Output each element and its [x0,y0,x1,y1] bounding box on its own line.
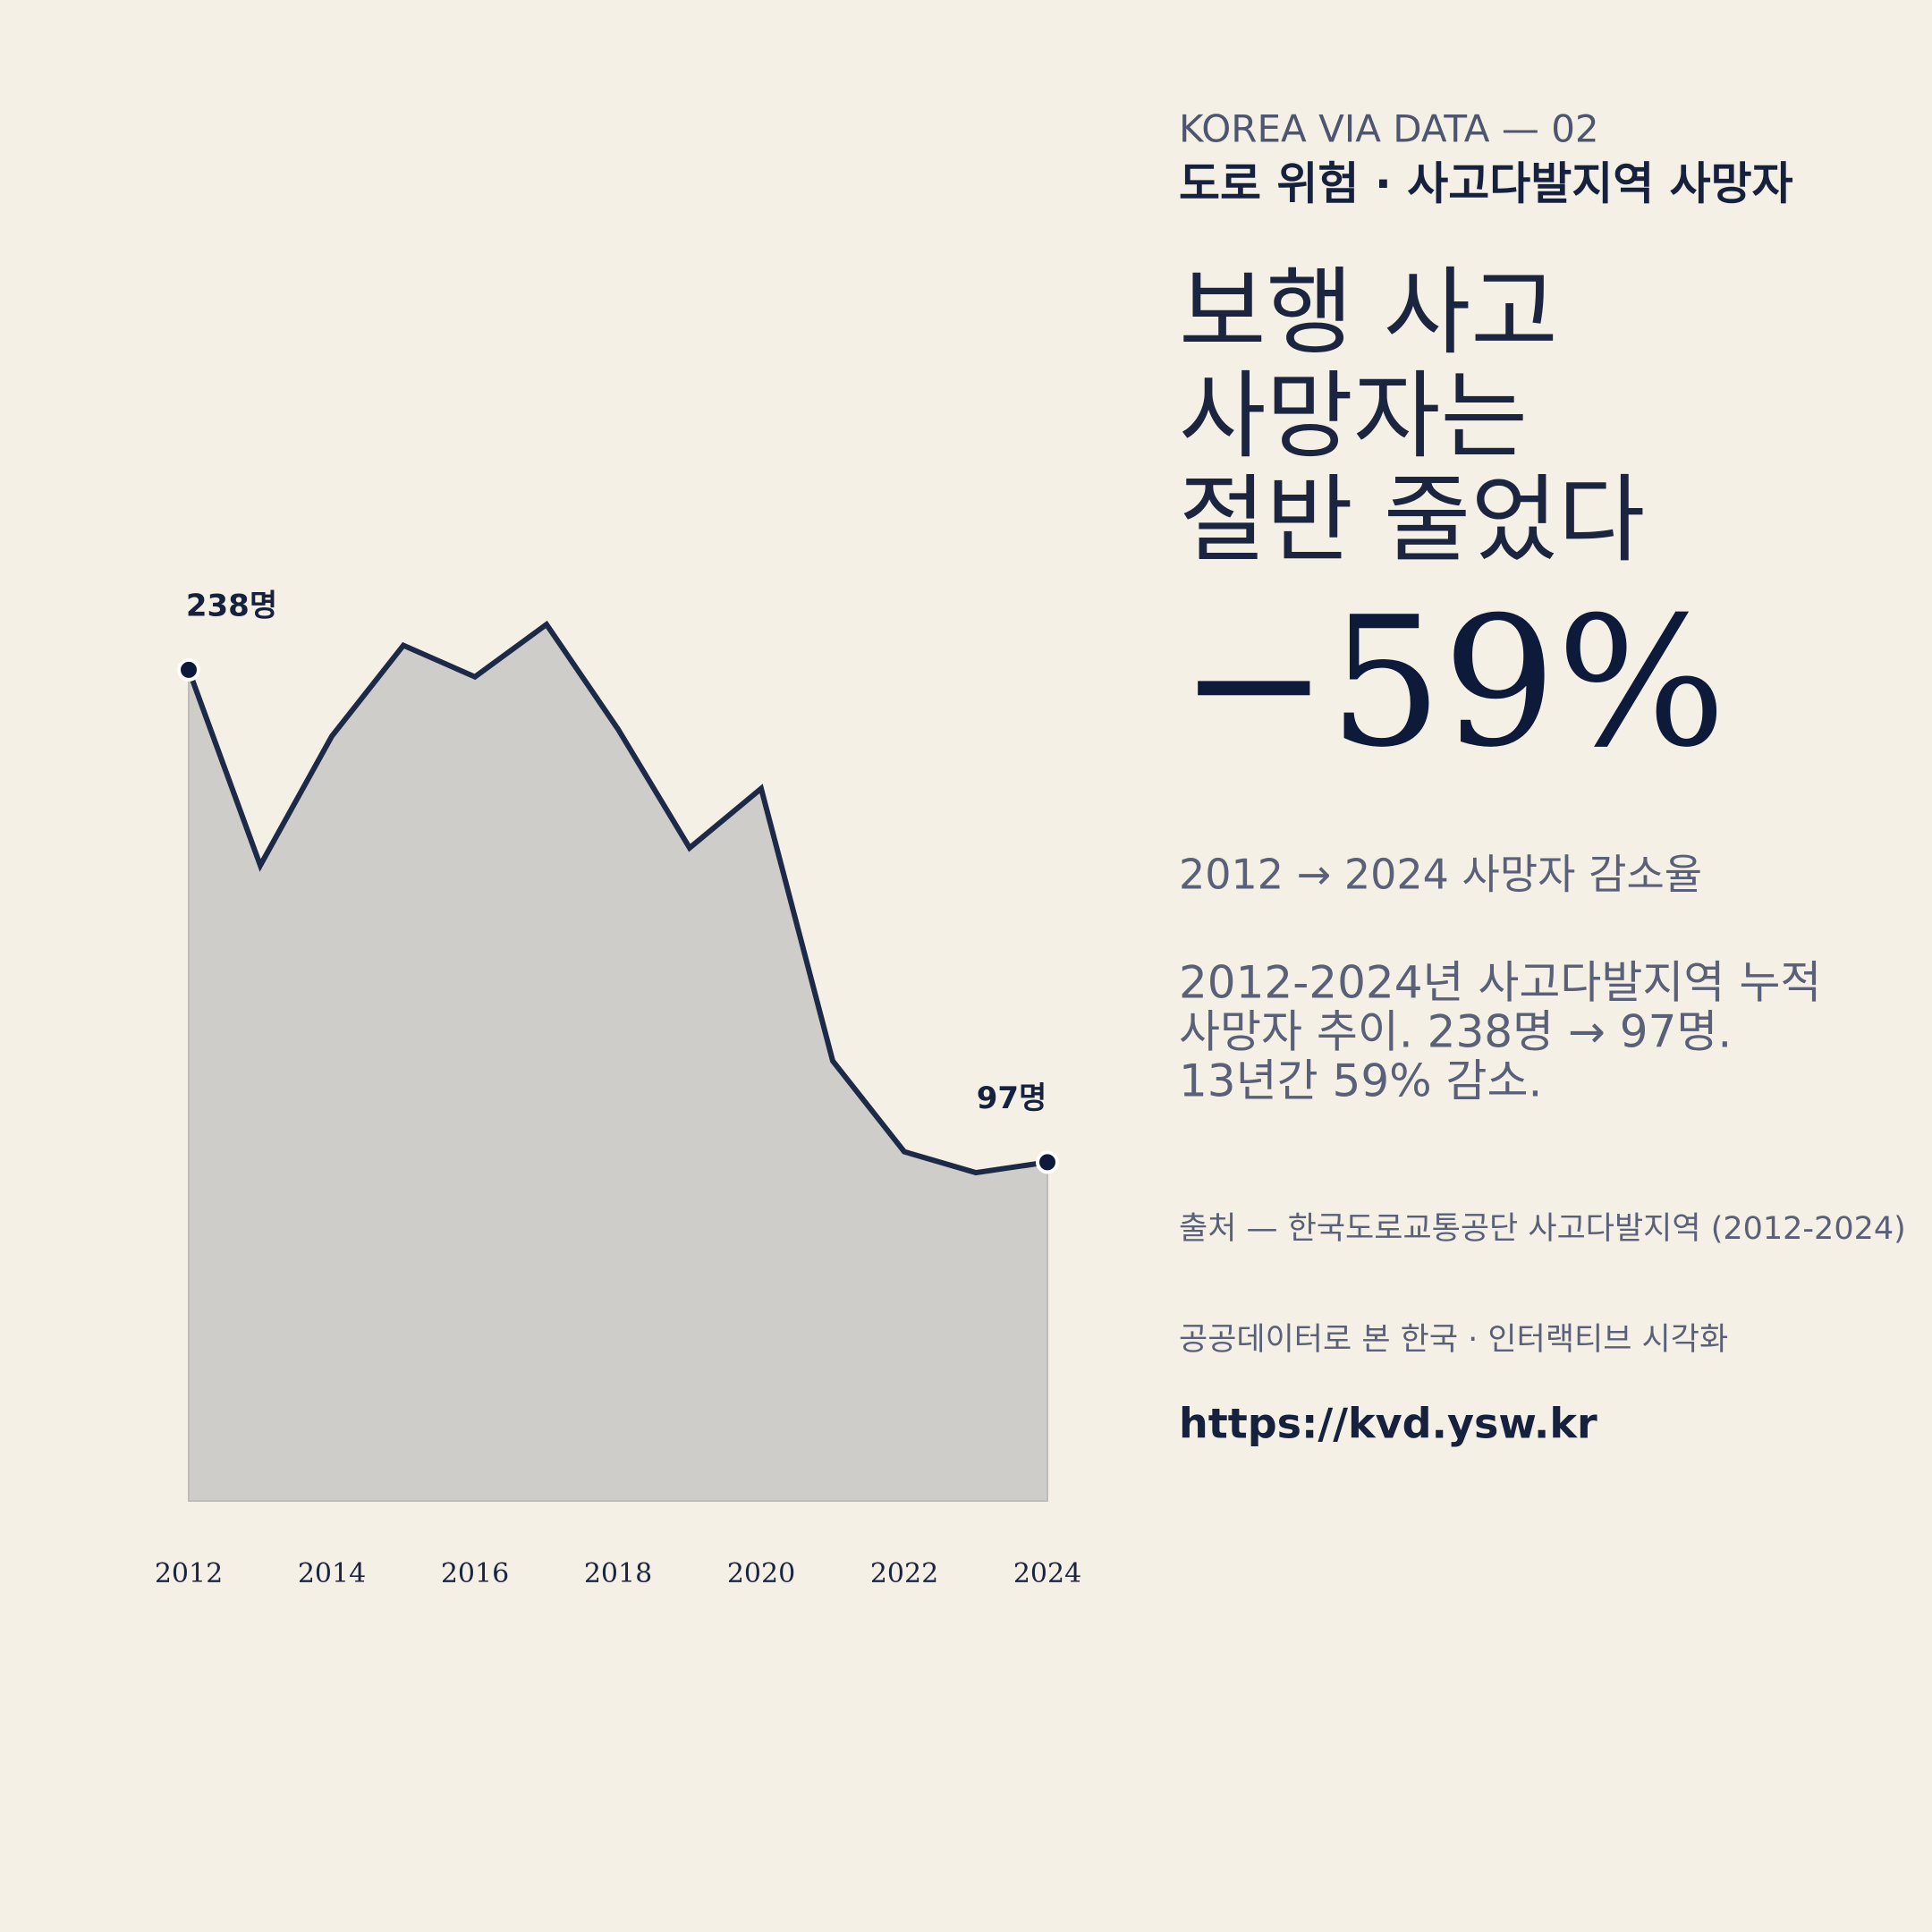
subtitle: 도로 위험 · 사고다발지역 사망자 [1179,158,1793,210]
credit: 공공데이터로 본 한국 · 인터랙티브 시각화 [1179,1322,1728,1358]
headline: 사망자는 [1179,361,1528,471]
description: 13년간 59% 감소. [1179,1055,1542,1107]
headline: 보행 사고 [1179,258,1558,368]
data-label: 97명 [977,1080,1047,1116]
stat-caption: 2012 → 2024 사망자 감소율 [1179,851,1702,899]
description: 2012-2024년 사고다발지역 누적 [1179,957,1821,1009]
line [186,620,1048,1176]
url[interactable]: https://kvd.ysw.kr [1179,1400,1597,1448]
x-tick-label: 2016 [441,1558,509,1589]
x-tick-label: 2024 [1013,1558,1081,1589]
headline: 절반 줄었다 [1179,465,1645,575]
x-tick-label: 2014 [298,1558,366,1589]
data-label: 238명 [186,588,277,623]
end-marker [177,657,200,682]
x-tick-label: 2018 [584,1558,652,1589]
description: 사망자 추이. 238명 → 97명. [1179,1006,1732,1058]
x-tick-label: 2012 [155,1558,223,1589]
end-marker [1036,1150,1059,1174]
kicker: KOREA VIA DATA — 02 [1179,107,1599,151]
source: 출처 — 한국도로교통공단 사고다발지역 (2012-2024) [1179,1211,1906,1247]
x-tick-label: 2022 [870,1558,938,1589]
x-tick-label: 2020 [727,1558,795,1589]
big-stat: −59% [1179,579,1726,787]
